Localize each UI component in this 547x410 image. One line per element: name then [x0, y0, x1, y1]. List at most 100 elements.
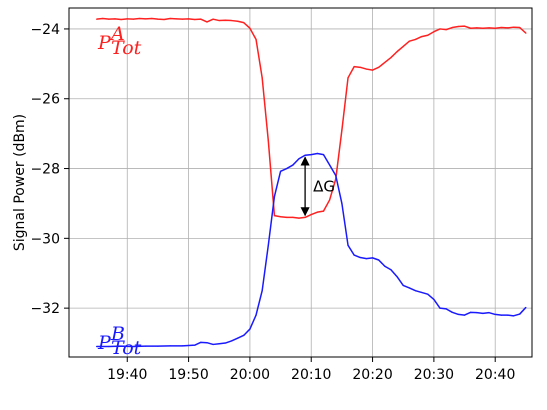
series-b-point [218, 343, 220, 345]
series-b-point [194, 344, 196, 346]
series-a-point [151, 17, 153, 20]
series-a-point [525, 32, 527, 34]
series-b-point [519, 313, 521, 315]
series-b-point [402, 284, 404, 287]
series-a-point [267, 140, 269, 142]
series-a-point [120, 18, 122, 21]
series-a-point [224, 19, 226, 21]
series-a-point [237, 20, 239, 22]
ticks: 19:40 19:50 20:00 20:10 20:20 20:30 20:40 −24 −2… [30, 22, 515, 383]
series-b-point [513, 315, 515, 317]
series-b-point [427, 293, 429, 295]
series-a-point [157, 18, 159, 20]
series-a-point [322, 210, 325, 212]
series-b-point [482, 312, 484, 314]
series-a-point [347, 77, 349, 79]
series-b-point [279, 170, 282, 172]
series-b-point [341, 202, 343, 205]
series-a-point [341, 129, 343, 131]
series-b-point [463, 314, 466, 316]
x-tick-label: 20:30 [414, 367, 454, 383]
series-b-point [365, 257, 368, 260]
series-b-point [181, 345, 184, 347]
series-b-point [267, 244, 269, 246]
series-a-point [439, 28, 441, 30]
series-a-label-sup: A [109, 23, 125, 45]
series-b-point [230, 340, 233, 342]
series-b-point [212, 343, 214, 346]
series-b-point [378, 259, 380, 261]
series-b-point [108, 345, 110, 348]
series-a-point [138, 17, 141, 20]
series-a-point [457, 25, 460, 28]
series-a-point [316, 211, 318, 213]
series-b-point [224, 342, 226, 344]
series-a-point [114, 18, 116, 20]
series-b-point [390, 269, 392, 271]
series-b-point [243, 334, 245, 336]
annotation-layer: ΔG [300, 156, 335, 217]
series-a-point [194, 18, 196, 21]
x-tick-label: 20:40 [475, 367, 515, 383]
y-tick-label: −28 [30, 162, 60, 178]
y-tick-label: −32 [30, 301, 60, 317]
series-b-point [132, 345, 134, 348]
series-a-point [513, 26, 515, 28]
series-b-point [476, 312, 478, 314]
x-tick-label: 20:00 [230, 367, 270, 383]
series-b-point [206, 342, 208, 344]
series-b-point [322, 153, 325, 156]
y-axis-label: Signal Power (dBm) [12, 114, 28, 251]
plot-frame [68, 7, 533, 358]
series-a-point [396, 51, 398, 53]
series-a-point [273, 215, 276, 217]
series-b-point [500, 314, 502, 316]
series-a-point [371, 69, 374, 71]
series-a-point [378, 66, 380, 68]
series-a-point [408, 40, 410, 42]
y-tick-label: −24 [30, 22, 60, 38]
series-a-point [304, 216, 306, 218]
series-a-point [261, 77, 263, 79]
series-a-point [310, 214, 312, 216]
series-a-point [445, 29, 447, 31]
series-b-point [292, 164, 294, 166]
series-a-point [482, 27, 484, 29]
series-a-point [187, 18, 190, 20]
series-b-point [525, 306, 527, 309]
series-a-point [500, 26, 502, 29]
series-a-point [506, 27, 509, 29]
series-a-point [102, 17, 104, 20]
series-b-point [457, 313, 460, 316]
series-a-point [206, 21, 208, 23]
series-b-point [120, 345, 122, 347]
series-a-point [108, 18, 110, 20]
series-b-label-sub: Tot [111, 337, 142, 359]
series-b-point [439, 307, 441, 309]
series-b-point [310, 153, 312, 156]
series-b-point [273, 195, 276, 198]
series-b-point [506, 314, 509, 316]
series-a-label-sub: Tot [111, 37, 142, 59]
series-a-point [427, 34, 429, 36]
series-b-point [371, 257, 374, 259]
series-a-point [175, 18, 177, 20]
series-a-point [126, 18, 128, 20]
series-b-point [445, 308, 447, 310]
delta-g-label: ΔG [313, 177, 335, 195]
series-a-point [390, 56, 392, 59]
x-tick-label: 20:20 [352, 367, 392, 383]
series-b-point [304, 154, 306, 156]
series-a-point [298, 217, 300, 219]
series-a-point [402, 45, 404, 47]
series-a-point [329, 199, 331, 201]
series-a-point [451, 26, 453, 29]
series-a-point [181, 18, 184, 20]
series-a-point [470, 27, 472, 29]
x-tick-label: 19:50 [168, 367, 208, 383]
series-b-point [414, 290, 417, 292]
series-a-point [96, 18, 98, 20]
series-b-point [353, 254, 355, 256]
